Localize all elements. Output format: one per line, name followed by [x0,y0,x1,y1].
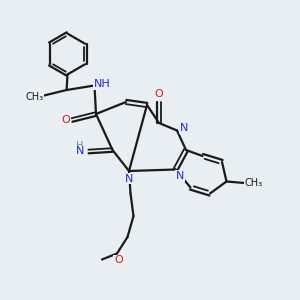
Text: N: N [176,171,184,181]
Text: O: O [114,255,123,266]
Text: O: O [154,88,164,99]
Text: N: N [125,173,133,184]
Text: CH₃: CH₃ [244,178,262,188]
Text: NH: NH [94,79,111,89]
Text: N: N [179,123,188,133]
Text: O: O [61,115,70,125]
Text: H: H [76,141,83,151]
Text: CH₃: CH₃ [26,92,44,103]
Text: N: N [76,146,84,157]
